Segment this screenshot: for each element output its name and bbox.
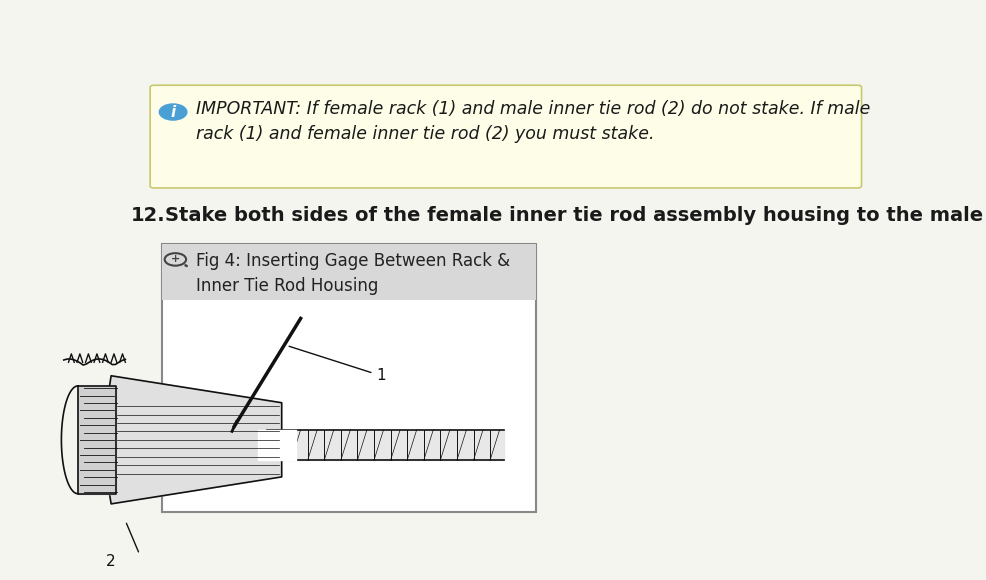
Polygon shape	[78, 386, 115, 494]
FancyBboxPatch shape	[150, 85, 861, 188]
Text: Stake both sides of the female inner tie rod assembly housing to the male rack.: Stake both sides of the female inner tie…	[166, 206, 986, 225]
FancyBboxPatch shape	[162, 244, 536, 512]
Text: 1: 1	[289, 346, 386, 383]
Text: 12.: 12.	[131, 206, 166, 225]
Text: Fig 4: Inserting Gage Between Rack &
Inner Tie Rod Housing: Fig 4: Inserting Gage Between Rack & Inn…	[196, 252, 510, 295]
Text: 2: 2	[106, 554, 115, 568]
Circle shape	[159, 104, 186, 120]
FancyBboxPatch shape	[162, 244, 536, 300]
Text: IMPORTANT: If female rack (1) and male inner tie rod (2) do not stake. If male
r: IMPORTANT: If female rack (1) and male i…	[196, 100, 870, 143]
Polygon shape	[102, 376, 281, 504]
Text: i: i	[171, 104, 176, 119]
Text: +: +	[171, 255, 179, 264]
